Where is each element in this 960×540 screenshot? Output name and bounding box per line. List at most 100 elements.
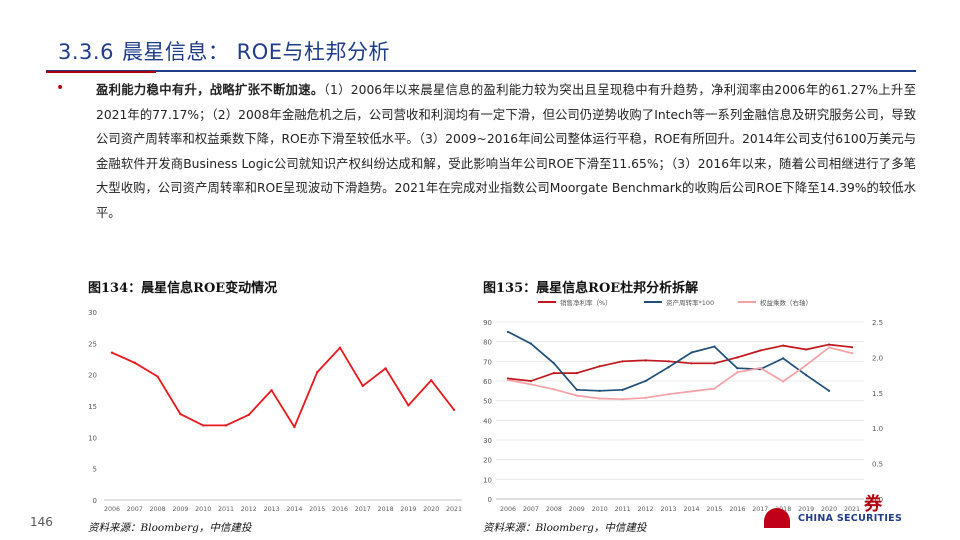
x-tick-label: 2009: [172, 506, 188, 513]
section-number: 3.3.6: [58, 40, 114, 64]
roe-data-point: [156, 375, 159, 378]
y-tick-label: 15: [88, 403, 97, 411]
left-y-tick-label: 80: [483, 339, 492, 347]
series-data-point: [552, 388, 555, 391]
roe-data-point: [430, 379, 433, 382]
x-tick-label: 2016: [729, 506, 745, 513]
left-y-tick-label: 0: [488, 496, 492, 504]
series-data-point: [782, 344, 785, 347]
y-tick-label: 25: [88, 340, 97, 348]
x-tick-label: 2010: [592, 506, 608, 513]
series-data-point: [667, 366, 670, 369]
series-data-point: [827, 343, 831, 346]
title-underline: [46, 70, 916, 73]
roe-data-point: [407, 404, 410, 407]
series-data-point: [529, 379, 533, 383]
roe-data-point: [384, 367, 387, 370]
series-data-point: [805, 348, 808, 351]
x-tick-label: 2017: [355, 506, 371, 513]
y-tick-label: 30: [88, 309, 97, 317]
x-tick-label: 2021: [446, 506, 462, 513]
right-y-tick-label: 0.5: [872, 461, 883, 469]
paragraph-lead: 盈利能力稳中有升，战略扩张不断加速。: [96, 83, 324, 97]
y-tick-label: 5: [93, 466, 97, 474]
series-data-point: [713, 362, 716, 365]
y-tick-label: 10: [88, 434, 97, 442]
x-tick-label: 2008: [546, 506, 562, 513]
x-tick-label: 2015: [706, 506, 722, 513]
roe-line-chart: 0 5 10 15 20 25 30 2006 2007 2008 2009 2010 2011 2012…: [88, 309, 462, 513]
series-data-point: [529, 383, 533, 386]
series-data-point: [598, 397, 601, 400]
x-tick-label: 2011: [615, 506, 631, 513]
roe-data-point: [202, 424, 205, 427]
series-data-point: [736, 371, 739, 374]
bullet-marker: •: [56, 80, 65, 96]
roe-data-point: [224, 424, 228, 427]
series-data-point: [667, 393, 670, 396]
x-tick-label: 2019: [400, 506, 416, 513]
series-data-point: [690, 390, 693, 393]
x-tick-label: 2019: [798, 506, 814, 513]
left-y-tick-label: 60: [483, 378, 492, 386]
series-data-point: [667, 360, 670, 363]
series-data-point: [782, 380, 785, 383]
series-data-point: [713, 345, 716, 348]
x-tick-label: 2009: [569, 506, 585, 513]
series-data-point: [621, 360, 624, 363]
series-data-point: [552, 372, 555, 375]
body-paragraph: 盈利能力稳中有升，战略扩张不断加速。（1）2006年以来晨星信息的盈利能力较为突…: [96, 78, 916, 225]
x-tick-label: 2011: [218, 506, 234, 513]
series-data-point: [850, 352, 854, 355]
series-data-point: [736, 356, 739, 359]
right-y-tick-label: 0.0: [872, 496, 883, 504]
series-data-point: [506, 330, 510, 333]
series-data-point: [552, 362, 555, 365]
x-tick-label: 2012: [241, 506, 257, 513]
series-data-point: [805, 364, 808, 367]
x-tick-label: 2015: [309, 506, 325, 513]
series-data-point: [713, 387, 716, 390]
paragraph-body: （1）2006年以来晨星信息的盈利能力较为突出且呈现稳中有升趋势，净利润率由20…: [96, 83, 916, 220]
series-data-point: [644, 379, 647, 383]
series-data-point: [621, 388, 624, 391]
left-y-tick-label: 50: [483, 398, 492, 406]
roe-data-point: [293, 425, 296, 429]
right-y-tick-label: 2.5: [872, 319, 883, 327]
roe-data-point: [110, 351, 114, 354]
series-data-point: [850, 346, 854, 349]
series-data-point: [575, 388, 578, 391]
x-tick-label: 2007: [127, 506, 143, 513]
series-data-point: [736, 367, 739, 370]
series-data-point: [805, 374, 808, 377]
x-tick-label: 2018: [378, 506, 394, 513]
series-data-point: [575, 394, 578, 397]
roe-data-point: [133, 361, 136, 364]
page-number: 146: [30, 515, 53, 529]
series-data-point: [598, 365, 601, 368]
roe-data-point: [452, 408, 456, 412]
series-data-point: [827, 346, 831, 349]
logo-cn-text: 券: [864, 494, 882, 515]
x-tick-label: 2006: [500, 506, 516, 513]
left-y-tick-label: 20: [483, 457, 492, 465]
series-data-point: [782, 357, 785, 360]
right-y-tick-label: 1.0: [872, 425, 883, 433]
series-data-point: [644, 359, 647, 362]
dupont-line-chart: 0 10 20 30 40 50 60 70 80 90 0.0 0.5 1.0 1.5 2.0 2.5 200…: [483, 298, 883, 513]
left-y-tick-label: 40: [483, 417, 492, 425]
logo-mark-icon: [764, 508, 790, 528]
x-tick-label: 2020: [423, 506, 439, 513]
y-tick-label: 20: [88, 372, 97, 380]
x-tick-label: 2006: [104, 506, 120, 513]
x-tick-label: 2014: [683, 506, 699, 513]
roe-data-point: [361, 384, 364, 388]
roe-series-line: [111, 346, 455, 428]
x-tick-label: 2017: [752, 506, 768, 513]
series-line: [507, 343, 853, 382]
page-title: 3.3.6 晨星信息： ROE与杜邦分析: [58, 36, 390, 66]
roe-data-point: [338, 346, 342, 349]
x-tick-label: 2021: [844, 506, 860, 513]
roe-data-point: [247, 413, 250, 416]
series-data-point: [690, 362, 693, 365]
